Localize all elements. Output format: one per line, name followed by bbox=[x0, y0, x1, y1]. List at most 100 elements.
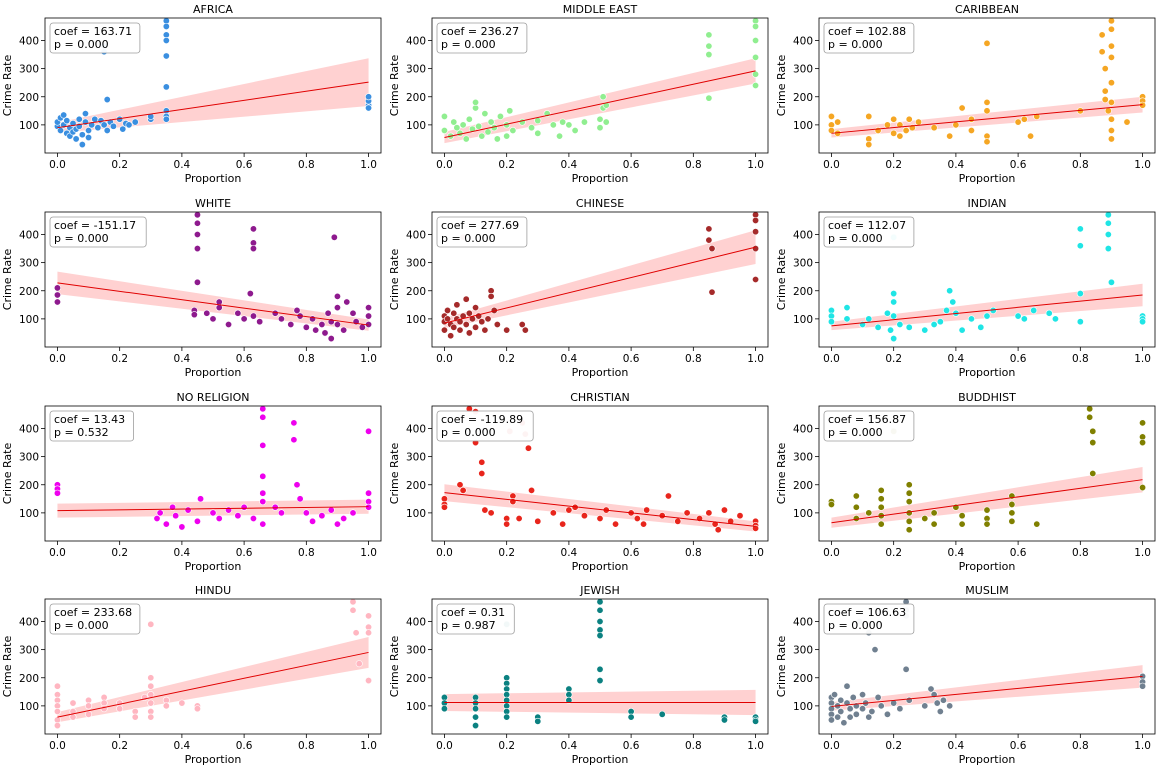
regression-line bbox=[444, 492, 756, 527]
data-point bbox=[365, 312, 373, 320]
x-axis-label: Proportion bbox=[959, 172, 1016, 185]
coef-text: coef = 0.31 bbox=[441, 606, 505, 619]
p-value-text: p = 0.000 bbox=[828, 232, 883, 245]
data-point bbox=[271, 309, 279, 317]
data-point bbox=[462, 135, 470, 143]
data-point bbox=[834, 713, 842, 721]
x-tick-label: 0.2 bbox=[885, 740, 902, 752]
y-tick-label: 100 bbox=[19, 508, 39, 520]
data-point bbox=[215, 514, 223, 522]
x-tick-label: 0.0 bbox=[436, 740, 453, 752]
data-point bbox=[559, 520, 567, 528]
data-point bbox=[450, 309, 458, 317]
data-point bbox=[958, 104, 966, 112]
data-point bbox=[333, 292, 341, 300]
data-point bbox=[53, 298, 61, 306]
data-point bbox=[846, 705, 854, 713]
x-tick-label: 0.4 bbox=[174, 159, 191, 171]
data-point bbox=[549, 509, 557, 517]
data-point bbox=[936, 318, 944, 326]
x-axis-label: Proportion bbox=[572, 172, 629, 185]
data-point bbox=[943, 306, 951, 314]
data-point bbox=[327, 335, 335, 343]
confidence-band bbox=[57, 58, 369, 133]
coef-text: coef = 156.87 bbox=[828, 413, 906, 426]
data-point bbox=[1033, 520, 1041, 528]
data-point bbox=[309, 517, 317, 525]
x-tick-label: 0.6 bbox=[1010, 353, 1027, 365]
data-point bbox=[865, 141, 873, 149]
data-point bbox=[365, 93, 373, 101]
data-point bbox=[440, 705, 448, 713]
data-point bbox=[708, 288, 716, 296]
data-point bbox=[209, 509, 217, 517]
y-tick-label: 300 bbox=[19, 258, 39, 270]
data-point bbox=[890, 115, 898, 123]
data-point bbox=[478, 318, 486, 326]
plot-area bbox=[827, 599, 1147, 727]
subplot-africa: AFRICA 0.0 0.2 0.4 0.6 0.8 1.0 100 200 300 400 Prop… bbox=[1, 3, 382, 185]
data-point bbox=[658, 710, 666, 718]
data-point bbox=[946, 287, 954, 295]
data-point bbox=[534, 129, 542, 137]
data-point bbox=[1139, 318, 1147, 326]
data-point bbox=[705, 509, 713, 517]
data-point bbox=[365, 629, 373, 637]
data-point bbox=[85, 134, 93, 142]
y-axis-label: Crime Rate bbox=[388, 249, 401, 311]
x-tick-label: 0.0 bbox=[49, 547, 66, 559]
data-point bbox=[843, 304, 851, 312]
data-point bbox=[840, 719, 848, 727]
data-point bbox=[259, 472, 267, 480]
y-tick-label: 400 bbox=[19, 617, 39, 629]
data-point bbox=[178, 523, 186, 531]
y-tick-label: 200 bbox=[406, 92, 426, 104]
coef-text: coef = 112.07 bbox=[828, 219, 906, 232]
p-value-text: p = 0.000 bbox=[441, 38, 496, 51]
y-axis-label: Crime Rate bbox=[1, 443, 14, 505]
data-point bbox=[506, 107, 514, 115]
stats-box bbox=[823, 22, 915, 54]
data-point bbox=[843, 682, 851, 690]
stats-box bbox=[436, 216, 528, 248]
x-tick-label: 0.2 bbox=[111, 740, 128, 752]
data-point bbox=[1089, 439, 1097, 447]
data-point bbox=[472, 98, 480, 106]
data-point bbox=[983, 520, 991, 528]
data-point bbox=[580, 512, 588, 520]
regression-line bbox=[57, 651, 369, 718]
data-point bbox=[596, 632, 604, 640]
y-tick-label: 100 bbox=[19, 314, 39, 326]
x-axis-label: Proportion bbox=[959, 753, 1016, 766]
data-point bbox=[1098, 48, 1106, 56]
x-tick-label: 0.2 bbox=[885, 547, 902, 559]
data-point bbox=[450, 118, 458, 126]
data-point bbox=[484, 315, 492, 323]
subplot-indian: INDIAN 0.0 0.2 0.4 0.6 0.8 1.0 100 200 300 400 Prop… bbox=[775, 197, 1156, 379]
data-point bbox=[939, 696, 947, 704]
p-value-text: p = 0.000 bbox=[828, 619, 883, 632]
subplot-title: MIDDLE EAST bbox=[563, 3, 638, 16]
data-point bbox=[521, 326, 529, 334]
x-tick-label: 0.8 bbox=[1072, 353, 1089, 365]
data-point bbox=[147, 620, 155, 628]
data-point bbox=[865, 509, 873, 517]
y-tick-label: 100 bbox=[19, 120, 39, 132]
y-tick-label: 100 bbox=[406, 508, 426, 520]
data-point bbox=[450, 323, 458, 331]
data-point bbox=[958, 326, 966, 334]
data-point bbox=[193, 278, 201, 286]
subplot-title: JEWISH bbox=[579, 584, 620, 597]
data-point bbox=[349, 309, 357, 317]
data-point bbox=[834, 118, 842, 126]
data-point bbox=[85, 710, 93, 718]
x-tick-label: 0.6 bbox=[1010, 159, 1027, 171]
y-tick-label: 300 bbox=[406, 64, 426, 76]
data-point bbox=[475, 122, 483, 130]
data-point bbox=[837, 707, 845, 715]
x-tick-label: 1.0 bbox=[747, 547, 764, 559]
data-point bbox=[234, 309, 242, 317]
data-point bbox=[596, 599, 604, 606]
y-axis-label: Crime Rate bbox=[1, 249, 14, 311]
